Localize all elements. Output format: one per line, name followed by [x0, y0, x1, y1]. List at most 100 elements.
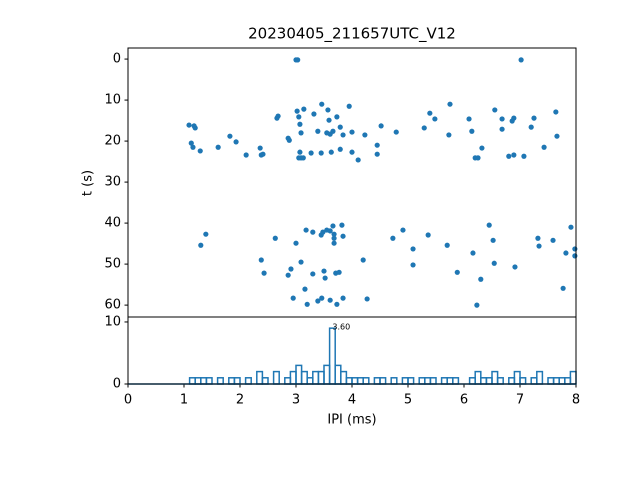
- histogram-bar: [468, 377, 476, 385]
- point: [364, 296, 370, 302]
- point: [298, 130, 304, 136]
- point: [572, 246, 578, 252]
- point: [535, 235, 541, 241]
- y-tick-label: 60: [104, 298, 121, 313]
- y-tick-label: 40: [104, 216, 121, 231]
- histogram-bar: [284, 377, 292, 385]
- point: [349, 149, 355, 155]
- point: [563, 250, 569, 256]
- point: [454, 269, 460, 275]
- point: [553, 109, 559, 115]
- point: [355, 157, 361, 163]
- histogram-bar: [256, 370, 264, 385]
- histogram-bar: [418, 377, 426, 385]
- point: [336, 269, 342, 275]
- point: [290, 295, 296, 301]
- point: [318, 150, 324, 156]
- point: [506, 153, 512, 159]
- point: [197, 148, 203, 154]
- y-axis-label: t (s): [81, 170, 96, 196]
- histogram-bar: [379, 377, 387, 385]
- point: [198, 242, 204, 248]
- point: [192, 125, 198, 131]
- histogram-bar: [261, 377, 269, 385]
- point: [330, 128, 336, 134]
- histogram-bar: [429, 377, 437, 385]
- point: [286, 137, 292, 143]
- x-tick-label: 4: [348, 393, 356, 408]
- point: [257, 145, 263, 151]
- point: [260, 151, 266, 157]
- point: [301, 106, 307, 112]
- point: [470, 250, 476, 256]
- histogram-bar: [491, 370, 499, 385]
- point: [378, 123, 384, 129]
- point: [233, 139, 239, 145]
- point: [308, 150, 314, 156]
- point: [304, 301, 310, 307]
- histogram-bar: [424, 377, 432, 385]
- histogram-bar: [474, 370, 482, 385]
- point: [390, 235, 396, 241]
- point: [188, 140, 194, 146]
- point: [410, 246, 416, 252]
- point: [315, 298, 321, 304]
- point: [360, 257, 366, 263]
- histogram-bar: [564, 377, 572, 385]
- point: [466, 116, 472, 122]
- point: [568, 224, 574, 230]
- point: [331, 231, 337, 237]
- point: [541, 144, 547, 150]
- y-tick-label: 10: [104, 93, 121, 108]
- point: [511, 152, 517, 158]
- x-tick-label: 1: [180, 393, 188, 408]
- point: [294, 108, 300, 114]
- point: [486, 222, 492, 228]
- point: [554, 133, 560, 139]
- point: [475, 155, 481, 161]
- point: [432, 116, 438, 122]
- histogram-bar: [323, 364, 331, 385]
- point: [258, 257, 264, 263]
- chart-title: 20230405_211657UTC_V12: [248, 25, 456, 44]
- point: [215, 144, 221, 150]
- point: [334, 301, 340, 307]
- point: [531, 115, 537, 121]
- histogram-bar: [519, 377, 527, 385]
- point: [297, 121, 303, 127]
- point: [321, 268, 327, 274]
- point: [319, 295, 325, 301]
- point: [550, 237, 556, 243]
- histogram-bar: [547, 377, 555, 385]
- point: [190, 144, 196, 150]
- point: [326, 117, 332, 123]
- histogram-bar: [508, 377, 516, 385]
- point: [374, 151, 380, 157]
- point: [296, 155, 302, 161]
- point: [311, 111, 317, 117]
- x-tick-label: 0: [124, 393, 132, 408]
- x-tick-label: 6: [460, 393, 468, 408]
- histogram-bar: [485, 377, 493, 385]
- histogram-bar: [188, 377, 196, 385]
- point: [478, 276, 484, 282]
- point: [320, 229, 326, 235]
- y-tick-label: 0: [113, 377, 121, 392]
- point: [327, 228, 333, 234]
- histogram-bar: [194, 377, 202, 385]
- y-tick-label: 30: [104, 175, 121, 190]
- point: [362, 132, 368, 138]
- point: [400, 227, 406, 233]
- histogram-bar: [233, 377, 241, 385]
- histogram-bar: [300, 370, 308, 385]
- histogram-bar: [446, 377, 454, 385]
- x-tick-label: 8: [572, 393, 580, 408]
- point: [186, 122, 192, 128]
- point: [310, 229, 316, 235]
- point: [322, 275, 328, 281]
- histogram-bar: [272, 370, 280, 385]
- histogram-bar: [328, 327, 336, 385]
- histogram-bar: [373, 377, 381, 385]
- point: [425, 232, 431, 238]
